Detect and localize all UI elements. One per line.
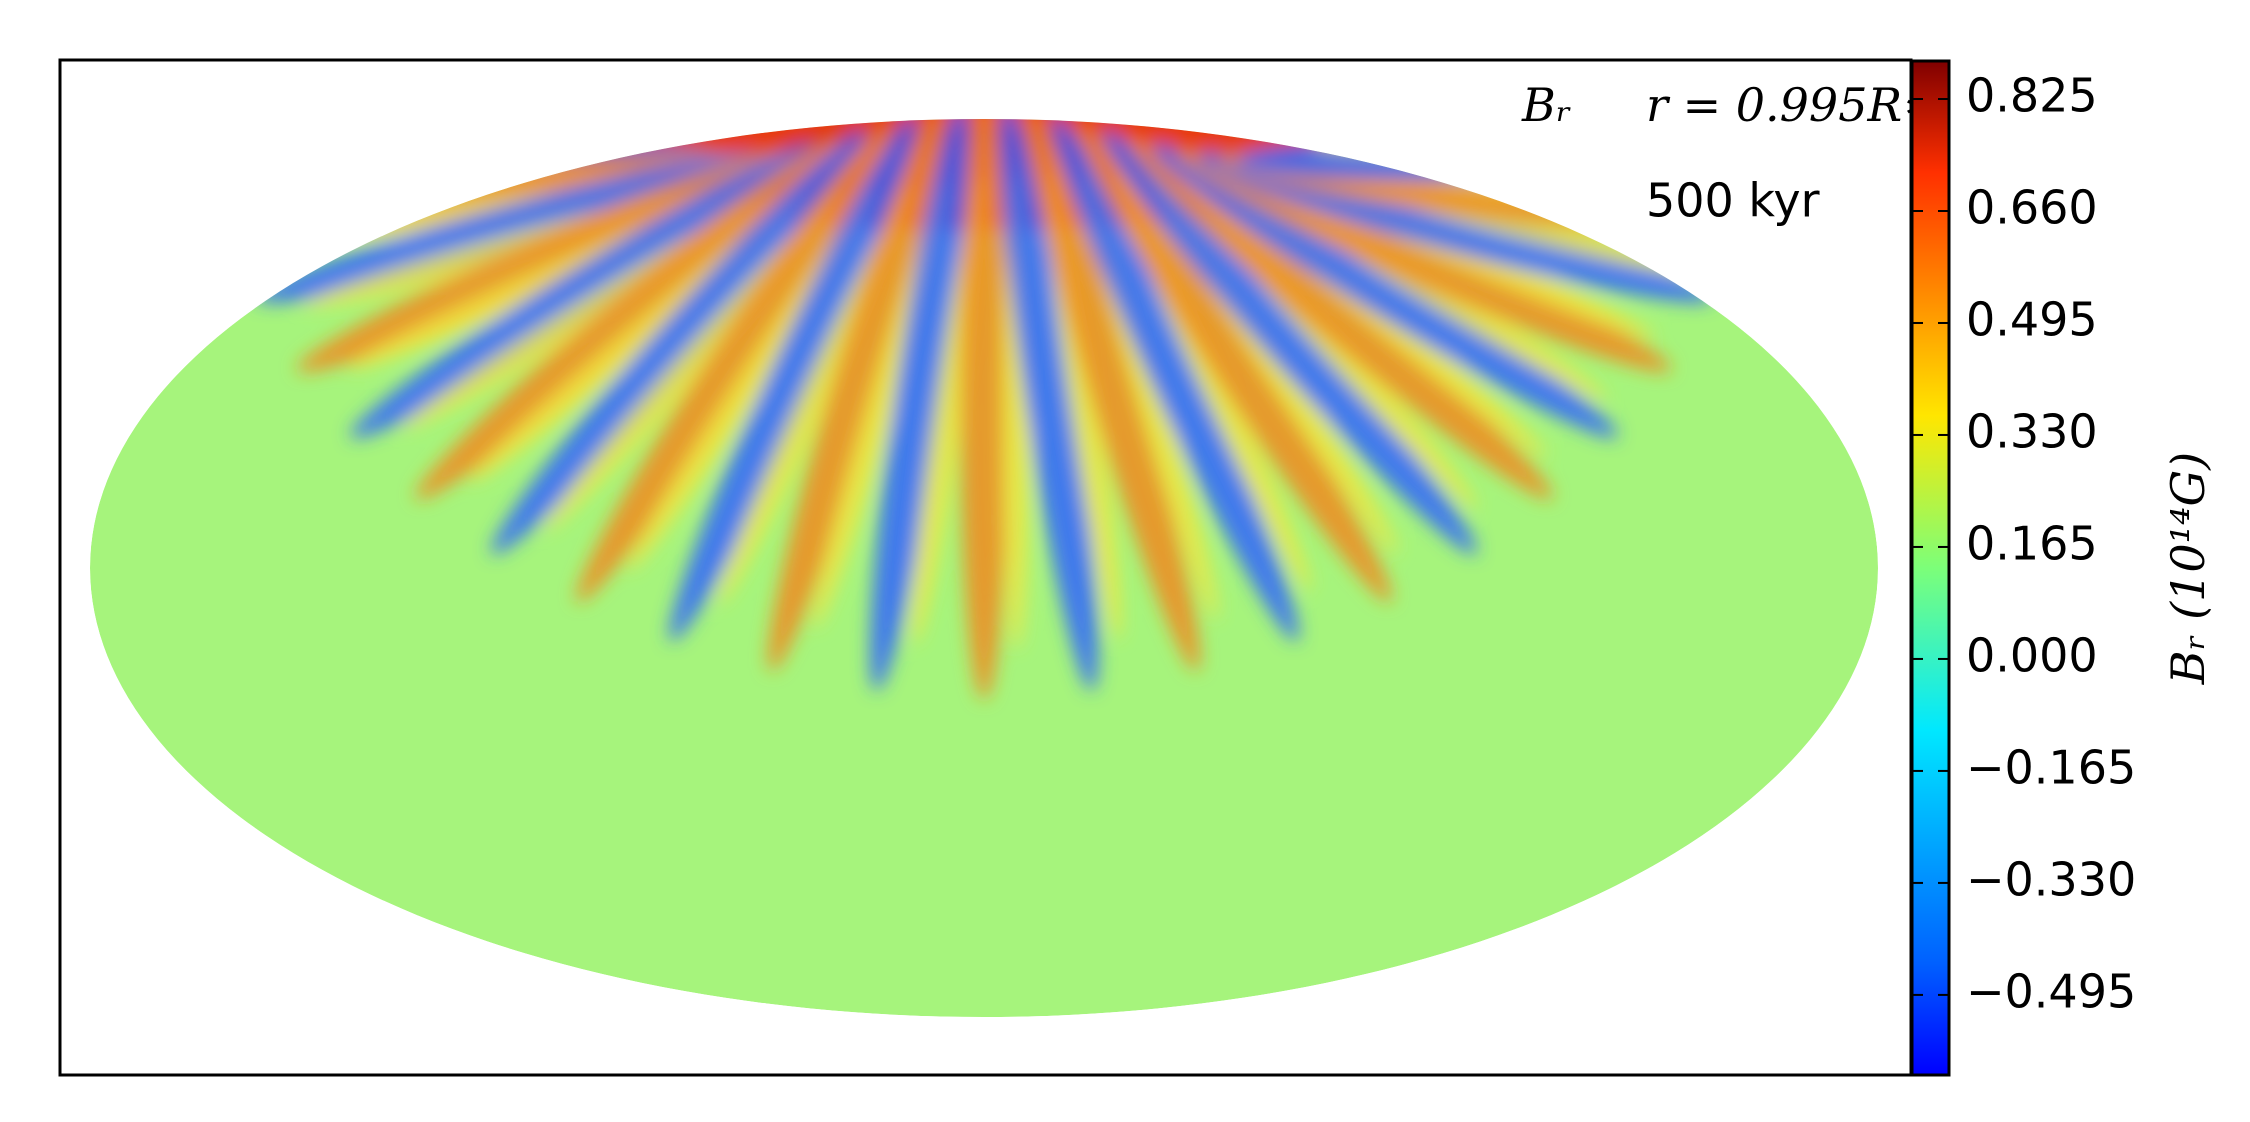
tick-label: 0.000	[1966, 628, 2098, 682]
stripe	[768, 119, 942, 672]
tick-label: 0.495	[1966, 292, 2098, 346]
stripe	[1026, 119, 1200, 672]
radius-label: r = 0.995R∗	[1646, 78, 1933, 132]
stripe	[350, 144, 817, 439]
stripe	[1174, 149, 1672, 373]
stripe	[669, 119, 916, 642]
stripe	[1052, 119, 1299, 642]
tick-label: −0.495	[1966, 964, 2136, 1018]
tick-label: 0.660	[1966, 180, 2098, 234]
stripe	[491, 130, 866, 555]
field-label: Bᵣ	[1521, 78, 1572, 132]
stripe	[1127, 137, 1553, 500]
colorbar	[1910, 59, 1951, 1077]
stripe	[576, 123, 891, 603]
tick-label: −0.330	[1966, 852, 2136, 906]
tick-label: 0.165	[1966, 516, 2098, 570]
stripe	[296, 149, 794, 373]
tick-label: 0.825	[1966, 69, 2098, 123]
stripe	[1077, 123, 1392, 603]
stripe	[415, 137, 841, 500]
field-pattern	[213, 119, 1755, 700]
time-label: 500 kyr	[1646, 174, 1820, 228]
tick-label: −0.165	[1966, 740, 2136, 794]
tick-label: 0.330	[1966, 404, 2098, 458]
stripe	[960, 119, 1008, 700]
stripe	[255, 152, 772, 303]
stripe	[1000, 119, 1099, 691]
stripe	[1102, 130, 1477, 555]
stripe	[1151, 144, 1618, 439]
colorbar-ticks: 0.825 0.660 0.495 0.330 0.165 0.000 −0.165 −0.3…	[1912, 69, 2136, 1018]
colorbar-label: Bᵣ (10¹⁴G)	[2161, 452, 2215, 685]
map	[90, 119, 1878, 1017]
stripe	[869, 119, 968, 691]
